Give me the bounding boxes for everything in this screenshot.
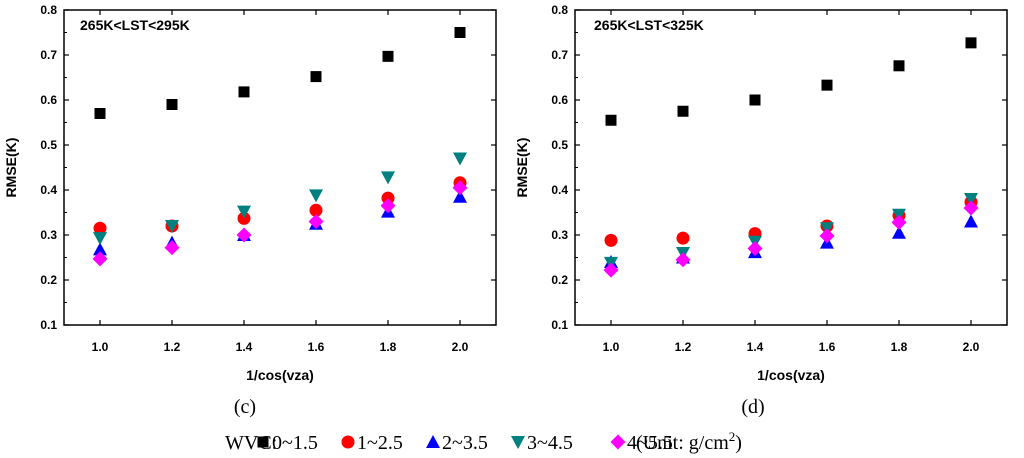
x-tick-label: 1.2 [164,340,181,354]
data-point-square [238,86,250,98]
data-point-square [310,71,322,83]
legend-entry-label: 4~5.5 [627,432,673,454]
data-point-circle [676,231,690,245]
data-point-diamond [675,252,691,268]
y-tick-label: 0.4 [40,183,57,197]
x-tick-label: 1.6 [819,340,836,354]
data-point-diamond [747,241,763,256]
legend: WVC: 0~1.5 1~2.5 2~3.5 3~4.5 4~5.5 (Unit: g/… [225,429,742,454]
x-axis-label: 1/cos(vza) [757,367,825,383]
data-point-diamond [380,198,396,214]
y-tick-label: 0.1 [40,318,57,332]
data-point-triangle-up [964,214,978,228]
y-tick-label: 0.8 [551,3,568,17]
legend-unit: (Unit: g/cm2) [636,429,742,454]
y-tick-label: 0.4 [551,183,568,197]
data-point-triangle-down [381,171,395,185]
data-point-square [382,50,394,62]
y-tick-label: 0.5 [40,138,57,152]
data-point-diamond [308,214,324,229]
panel-d: 1.0 1.2 1.4 1.6 1.8 2.0 0.1 0.2 0.3 0.4 0.5 0.6 0.7 0… [514,3,1008,418]
data-point-triangle-down [165,220,179,233]
data-point-square [94,108,106,119]
y-tick-label: 0.7 [40,48,57,62]
data-point-triangle-down [453,152,467,166]
panel-title: 265K<LST<325K [594,17,704,33]
legend-marker-diamond [610,434,626,450]
y-tick-label: 0.2 [40,273,57,287]
data-point-square [677,105,689,117]
y-tick-label: 0.8 [40,3,57,17]
legend-marker-square [257,436,269,448]
y-tick-label: 0.6 [551,93,568,107]
data-point-triangle-up [453,189,467,203]
y-tick-label: 0.1 [551,318,568,332]
data-point-triangle-down [93,232,107,246]
data-point-circle [604,233,618,247]
panel-c: 1.0 1.2 1.4 1.6 1.8 2.0 0.1 0.2 0.3 0.4 0.5 0.6 0.7 0… [3,3,497,418]
y-tick-label: 0.6 [40,93,57,107]
y-axis-label: RMSE(K) [3,138,19,198]
x-tick-label: 1.0 [603,340,620,354]
data-point-circle [309,203,323,217]
x-tick-label: 1.4 [236,340,253,354]
data-point-square [605,114,617,126]
data-point-diamond [452,180,468,196]
y-tick-label: 0.3 [551,228,568,242]
x-tick-label: 1.8 [891,340,908,354]
panel-label: (d) [741,396,764,418]
y-tick-label: 0.5 [551,138,568,152]
legend-unit-superscript: 2 [729,429,736,444]
legend-prefix: WVC: [225,432,277,454]
legend-marker-triangle-down [511,436,525,449]
data-point-square [749,94,761,106]
legend-unit-text: (Unit: g/cm [636,432,729,454]
y-tick-label: 0.3 [40,228,57,242]
x-tick-label: 2.0 [452,340,469,354]
x-axis-label: 1/cos(vza) [246,367,314,383]
legend-marker-circle [341,435,355,449]
y-tick-label: 0.7 [551,48,568,62]
data-point-square [893,60,905,72]
data-point-diamond [963,200,979,216]
plot-frame [574,9,1008,326]
panel-label: (c) [234,396,256,418]
x-tick-label: 1.8 [380,340,397,354]
plot-frame [63,9,497,326]
data-point-square [965,37,977,49]
y-axis-label: RMSE(K) [514,138,530,198]
data-point-triangle-up [892,225,906,239]
data-point-square [454,27,466,38]
data-point-diamond [92,251,108,267]
data-point-square [821,79,833,91]
x-tick-label: 2.0 [963,340,980,354]
data-point-circle [381,191,395,205]
x-tick-label: 1.2 [675,340,692,354]
data-point-triangle-down [309,189,323,203]
data-point-diamond [164,240,180,256]
data-point-diamond [236,227,252,243]
data-point-triangle-down [964,193,978,206]
x-tick-label: 1.0 [92,340,109,354]
data-point-diamond [819,228,835,244]
data-point-triangle-up [93,242,107,256]
data-point-diamond [891,214,907,230]
legend-entry-label: 0~1.5 [272,432,318,454]
panel-title: 265K<LST<295K [80,17,190,33]
x-tick-label: 1.4 [747,340,764,354]
legend-entry-label: 1~2.5 [357,432,403,454]
legend-unit-close: ) [735,432,742,454]
data-point-diamond [603,262,619,278]
x-tick-label: 1.6 [308,340,325,354]
data-point-triangle-down [237,205,251,219]
data-point-square [166,99,178,110]
y-tick-label: 0.2 [551,273,568,287]
legend-marker-triangle-up [426,435,440,448]
legend-entry-label: 3~4.5 [527,432,573,454]
legend-entry-label: 2~3.5 [442,432,488,454]
data-point-circle [93,221,107,235]
